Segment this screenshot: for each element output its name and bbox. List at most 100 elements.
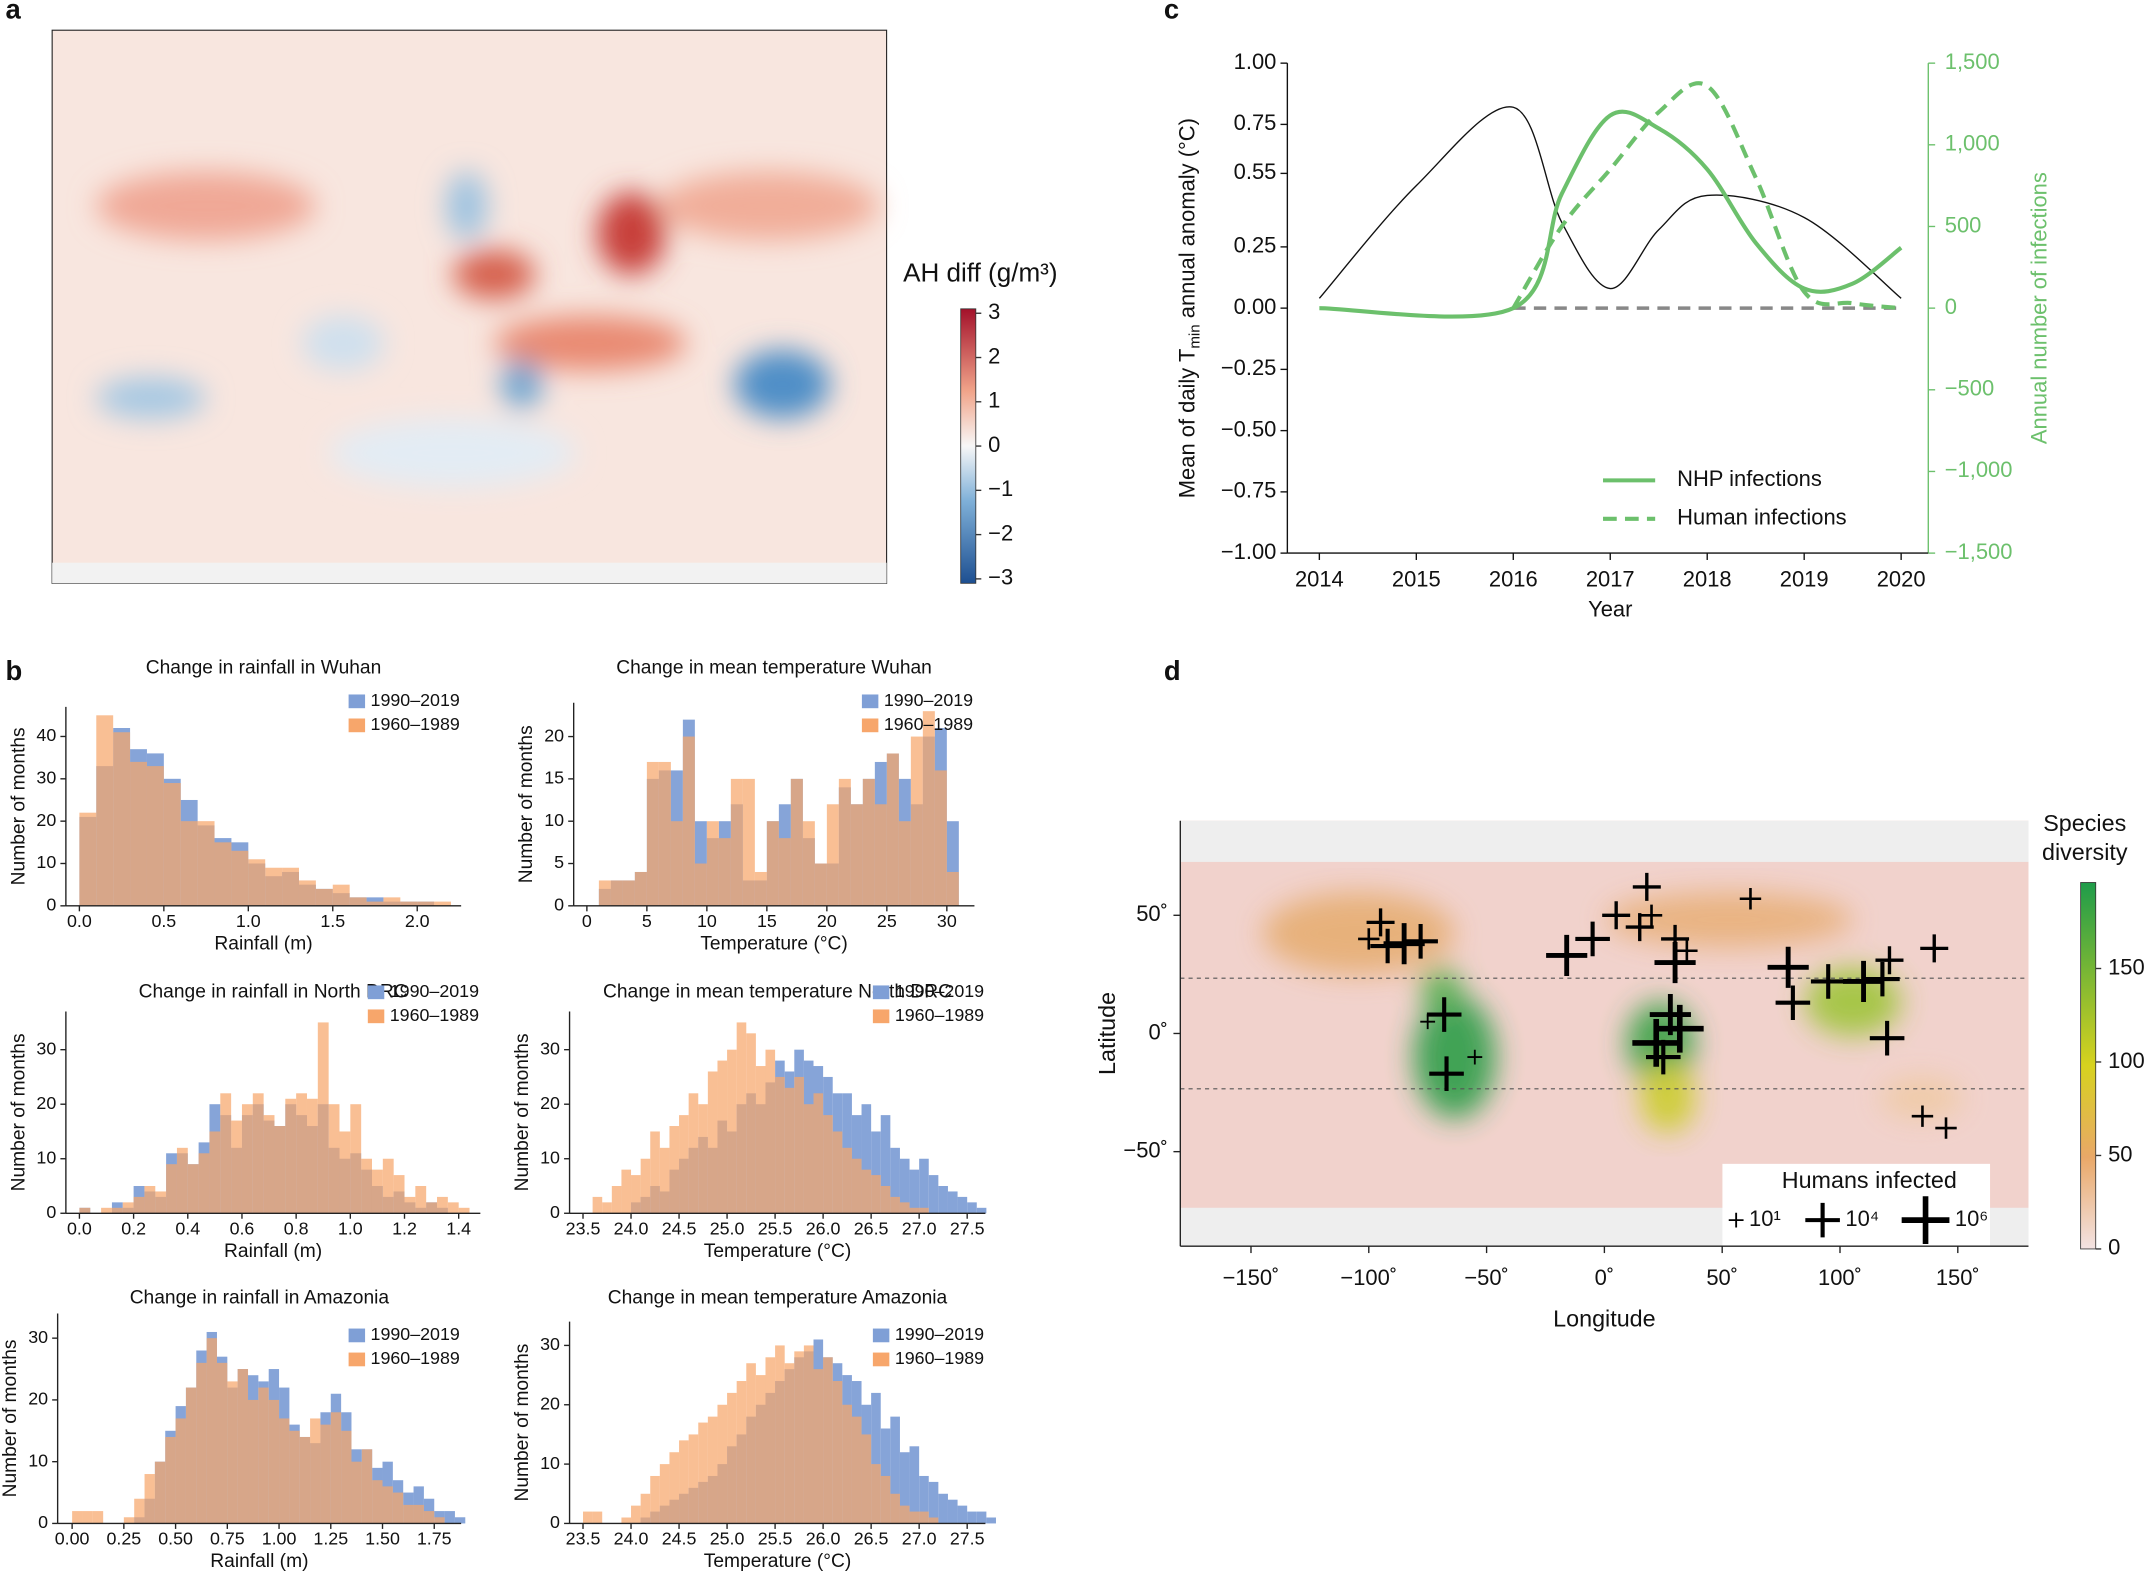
histogram-bar: [842, 1404, 852, 1524]
histogram-bar: [113, 732, 131, 906]
histogram-bar: [403, 1504, 414, 1524]
x-tick-label: 26.0: [806, 1529, 841, 1549]
histogram-bar: [899, 1202, 910, 1214]
histogram-bar: [165, 1436, 176, 1524]
x-tick-label: 26.0: [806, 1218, 841, 1238]
x-tick-label: 1.50: [365, 1529, 400, 1549]
y-tick-label: 10: [28, 1450, 48, 1470]
histogram-bar: [248, 1399, 259, 1524]
histogram-bar: [688, 1093, 699, 1214]
y-tick-label: 5: [554, 852, 564, 872]
histogram-bar: [237, 1369, 249, 1524]
histogram-bar: [717, 1060, 728, 1214]
x-tick-label: 27.5: [950, 1218, 985, 1238]
histogram-bar: [871, 1175, 881, 1214]
histogram-bar: [832, 1131, 843, 1214]
histogram-bar: [209, 1131, 221, 1214]
y2-tick-label: −500: [1945, 376, 1994, 401]
y-tick-label: 20: [540, 1093, 560, 1113]
x-tick-label: 26.5: [854, 1218, 889, 1238]
histogram-bar: [144, 1474, 155, 1524]
colorbar-tick-label: 3: [988, 299, 1000, 324]
histogram-bar: [400, 901, 418, 906]
y-axis-label: Number of months: [516, 725, 537, 883]
x-tick-label: 2018: [1683, 566, 1732, 591]
histogram-bar: [928, 1175, 939, 1214]
histogram-bar: [928, 1481, 939, 1524]
histogram-bar: [658, 761, 671, 906]
histogram-bar: [631, 1505, 641, 1524]
x-tick-label: 1.2: [392, 1218, 417, 1238]
histogram-bar: [317, 1022, 329, 1214]
infection-cross: [1625, 913, 1654, 942]
y-axis-label-part: annual anomaly (°C): [1174, 118, 1199, 324]
histogram-bar: [111, 1202, 123, 1214]
infection-cross: [1654, 941, 1696, 984]
colorbar-tick-label: 100: [2108, 1048, 2145, 1073]
histogram-bar: [861, 1434, 872, 1524]
histogram-bar: [79, 1207, 91, 1214]
x-tick-label: 0.8: [284, 1218, 309, 1238]
legend-label: 1990–2019: [371, 1324, 460, 1344]
colorbar-tick-label: 2: [988, 343, 1000, 368]
y-tick-label: 10: [544, 810, 564, 830]
histogram-bar: [366, 897, 384, 906]
infection-cross: [1920, 934, 1949, 963]
y-tick-label: 0.75: [1234, 110, 1277, 135]
x-tick-label: −100˚: [1340, 1265, 1397, 1290]
legend-swatch: [367, 985, 385, 1000]
histogram-bar: [813, 1093, 824, 1214]
histogram-bar: [315, 888, 333, 906]
x-tick-label: 0.0: [67, 911, 92, 931]
histogram-bar: [794, 1351, 804, 1524]
colorbar-tick-label: −3: [988, 565, 1013, 590]
infection-cross: [1842, 960, 1885, 1003]
histogram-bar: [706, 821, 719, 906]
y-tick-label: 0.25: [1234, 233, 1277, 258]
x-axis-label: Rainfall (m): [224, 1241, 322, 1262]
histogram-bar: [890, 1493, 900, 1524]
x-tick-label: 2020: [1877, 566, 1926, 591]
histogram-bar: [784, 1087, 795, 1214]
histogram-bar: [279, 1418, 290, 1524]
map-a: [51, 29, 888, 584]
histogram-bar: [640, 1493, 651, 1524]
histogram-bar: [650, 1475, 660, 1524]
y2-tick-label: 1,000: [1945, 131, 2000, 156]
y-tick-label: 30: [36, 1038, 56, 1058]
histogram-bar: [282, 867, 299, 906]
size-legend-cross: [1728, 1212, 1744, 1228]
colorbar-tick-label: 0: [988, 432, 1000, 457]
x-axis-label: Year: [1588, 597, 1632, 622]
histogram-bar: [784, 1363, 795, 1524]
histogram-bar: [919, 1158, 929, 1214]
histogram-bar: [621, 1169, 632, 1214]
histogram-bar: [349, 897, 367, 906]
histogram-bar: [957, 1505, 968, 1524]
histogram-bar: [862, 778, 875, 906]
chart-title: Change in rainfall in Wuhan: [146, 657, 382, 678]
histogram-bar: [886, 753, 899, 906]
histogram-bar: [415, 1185, 427, 1214]
colorbar-tick-label: 1: [988, 388, 1000, 413]
x-tick-label: 0.4: [175, 1218, 200, 1238]
y-tick-label: −0.50: [1221, 416, 1277, 441]
histogram-bar: [775, 1076, 785, 1214]
y-tick-label: 30: [540, 1334, 560, 1354]
x-tick-label: 24.0: [614, 1529, 649, 1549]
x-axis-label: Temperature (°C): [700, 933, 847, 954]
x-axis-label: Rainfall (m): [214, 933, 312, 954]
histogram-bar: [947, 1191, 958, 1214]
histogram-bar: [669, 1452, 680, 1524]
histogram-bar: [248, 859, 266, 906]
legend-label: 1960–1989: [884, 714, 973, 734]
legend-swatch: [348, 694, 366, 709]
infection-cross: [1767, 946, 1809, 988]
infection-cross: [1575, 921, 1610, 957]
histogram-bar: [350, 1104, 362, 1214]
histogram-bar: [871, 1131, 881, 1214]
histogram-bar: [842, 1147, 852, 1214]
x-tick-label: 25: [877, 911, 897, 931]
y-tick-label: 20: [28, 1389, 48, 1409]
